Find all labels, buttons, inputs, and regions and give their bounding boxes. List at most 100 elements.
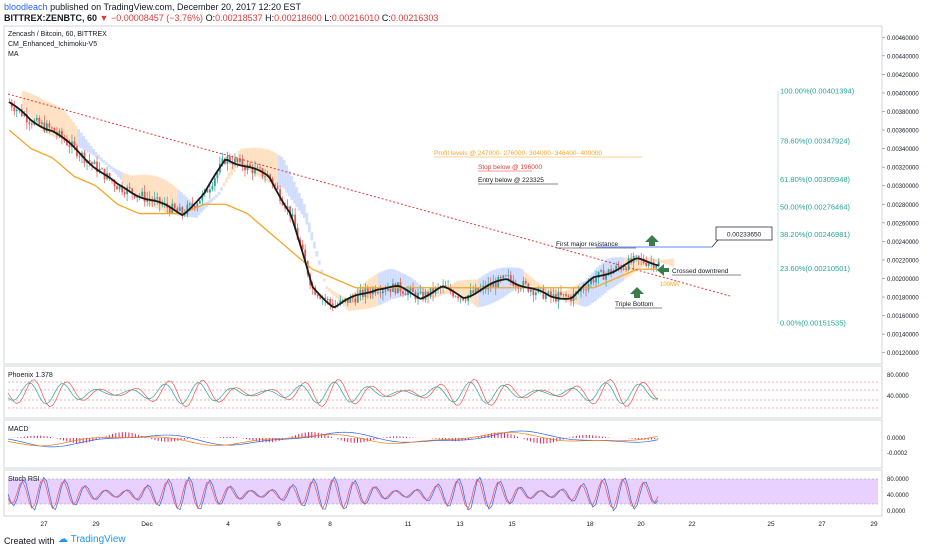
cloud-column [99, 157, 103, 161]
stoch-d [7, 478, 659, 510]
cloud-column [546, 287, 549, 291]
phoenix-tick-label: 80.0000 [887, 373, 909, 379]
price-box-value: 0.00233650 [727, 232, 762, 239]
cloud-column [418, 284, 422, 295]
cloud-column [315, 251, 319, 257]
candle-body [168, 207, 171, 214]
candle-body [229, 156, 231, 163]
cloud-column [583, 280, 587, 307]
price-tick-label: 0.00180000 [887, 296, 919, 302]
cloud-column [147, 174, 151, 204]
cloud-column [57, 106, 60, 139]
candle-body [15, 109, 18, 112]
cloud-column [423, 288, 427, 296]
candle-body [499, 276, 502, 279]
cloud-column [207, 200, 211, 205]
fib-level-label: 38.20%(0.00246981) [780, 230, 851, 239]
cloud-column [548, 288, 552, 292]
cloud-column [576, 284, 580, 305]
candle-body [627, 258, 630, 270]
cloud-column [516, 267, 519, 288]
cloud-column [483, 274, 487, 306]
cloud-column [134, 175, 138, 196]
author-link[interactable]: bloodleach [4, 2, 48, 12]
price-axis: 0.00460000 0.00440000 0.00420000 0.00400000… [882, 36, 919, 357]
candle-body [133, 193, 136, 198]
cloud-column [468, 279, 472, 302]
cloud-column [523, 271, 527, 286]
cloud-column [561, 291, 564, 300]
cloud-column [295, 187, 299, 208]
cloud-column [222, 182, 226, 187]
up-arrow-icon [645, 235, 659, 246]
cloud-column [225, 177, 228, 183]
candle-body [118, 185, 121, 190]
candle-body [289, 206, 291, 217]
candle-body [409, 287, 412, 291]
candle-body [562, 294, 565, 296]
candle-body [329, 299, 332, 304]
cloud-column [332, 291, 336, 297]
cloud-column [531, 278, 534, 287]
cloud-column [322, 278, 326, 282]
cloud-column [74, 125, 78, 146]
phoenix-pane[interactable] [3, 365, 883, 419]
cloud-column [663, 259, 667, 265]
fib-level-label: 0.00%(0.00151535) [780, 318, 846, 327]
macd-line [7, 430, 659, 448]
cloud-column [177, 189, 181, 216]
candle-body [23, 114, 26, 116]
price-tick-label: 0.00280000 [887, 203, 919, 209]
cloud-column [92, 149, 96, 156]
candle-body [173, 203, 176, 209]
candle-body [637, 255, 640, 259]
candle-body [419, 291, 422, 294]
chart-area[interactable]: 100.00%(0.00401394) 78.60%(0.00347924) 61.… [0, 24, 932, 532]
candle-body [349, 296, 352, 303]
candle-body [121, 185, 123, 193]
cloud-column [631, 258, 635, 274]
cloud-column [556, 290, 559, 297]
cloud-column [29, 93, 33, 118]
candle-body [507, 275, 510, 276]
cloud-column [275, 153, 279, 186]
up-arrow-icon [630, 287, 644, 298]
cloud-column [405, 275, 409, 296]
cloud-column [513, 267, 517, 290]
candle-body [595, 277, 597, 283]
candle-body [326, 299, 329, 300]
tradingview-brand: TradingView [70, 534, 126, 545]
cloud-column [616, 257, 620, 285]
cloud-column [240, 148, 243, 165]
cloud-column [455, 280, 459, 293]
cloud-column [102, 159, 106, 163]
cloud-column [310, 232, 314, 241]
price-tick-label: 0.00440000 [887, 54, 919, 60]
candle-body [78, 156, 81, 158]
cloud-column [571, 287, 574, 304]
candle-body [206, 189, 209, 193]
fib-level-label: 78.60%(0.00347924) [780, 136, 851, 145]
candle-body [474, 287, 477, 294]
price-box [715, 226, 773, 241]
candle-body [324, 297, 327, 300]
cloud-column [568, 288, 572, 303]
cloud-column [541, 285, 544, 289]
tradingview-logo[interactable]: ☁ TradingView [58, 534, 126, 545]
time-tick-label: 22 [688, 521, 696, 528]
candle-body [101, 168, 103, 170]
cloud-column [668, 259, 672, 266]
cloud-column [337, 294, 341, 302]
candle-body [492, 282, 495, 287]
cloud-column [433, 295, 437, 299]
cloud-column [368, 279, 371, 309]
candle-body [214, 178, 216, 187]
macd-pane[interactable] [3, 419, 883, 469]
chart-header: bloodleach published on TradingView.com,… [0, 0, 932, 24]
candle-body [514, 285, 517, 287]
high-value: 0.00218600 [274, 13, 322, 23]
triple-bottom-note: Triple Bottom [615, 301, 653, 308]
left-arrow-icon [657, 264, 669, 276]
cloud-column [465, 279, 469, 300]
cloud-column [187, 199, 191, 217]
